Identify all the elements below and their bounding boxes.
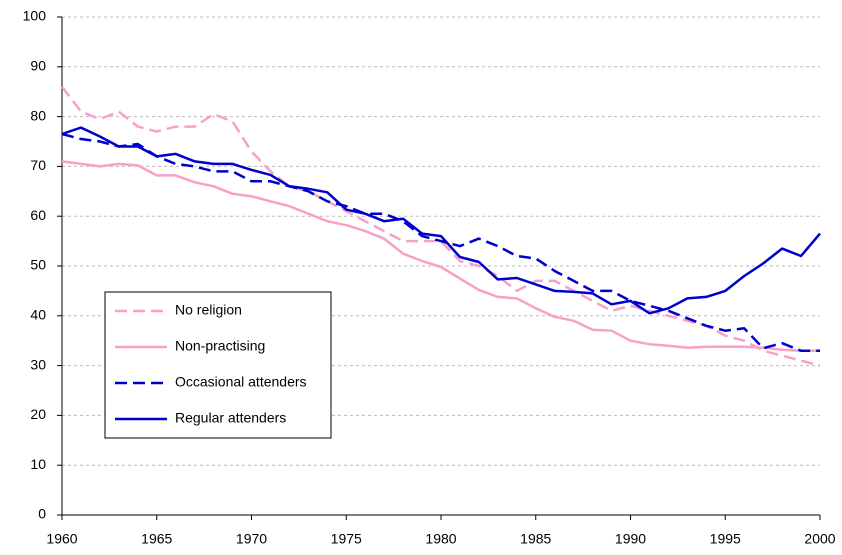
x-tick-label: 1970 [236, 531, 267, 547]
x-tick-label: 1975 [331, 531, 362, 547]
legend: No religion Non-practising Occasional atte… [104, 291, 332, 439]
y-tick-label: 30 [30, 356, 46, 372]
y-tick-label: 60 [30, 207, 46, 223]
legend-box [104, 291, 332, 439]
series-line [61, 85, 821, 367]
series-line [61, 132, 820, 352]
series-line [61, 160, 820, 352]
y-tick-label: 0 [38, 506, 46, 522]
legend-label: No religion [175, 302, 242, 318]
x-tick-label: 1995 [710, 531, 741, 547]
legend-label: Occasional attenders [175, 374, 307, 390]
x-tick-label: 1990 [615, 531, 646, 547]
series-line [61, 126, 821, 315]
y-tick-label: 80 [30, 107, 46, 123]
legend-label: Non-practising [175, 338, 265, 354]
x-tick-label: 2000 [804, 531, 835, 547]
y-tick-label: 90 [30, 58, 46, 74]
y-tick-label: 70 [30, 157, 46, 173]
y-tick-label: 20 [30, 406, 46, 422]
x-tick-label: 1965 [141, 531, 172, 547]
x-tick-label: 1960 [46, 531, 77, 547]
y-tick-label: 50 [30, 257, 46, 273]
y-tick-label: 40 [30, 307, 46, 323]
x-tick-label: 1980 [425, 531, 456, 547]
x-tick-label: 1985 [520, 531, 551, 547]
legend-label: Regular attenders [175, 410, 286, 426]
y-tick-label: 10 [30, 456, 46, 472]
y-tick-label: 100 [23, 8, 47, 24]
